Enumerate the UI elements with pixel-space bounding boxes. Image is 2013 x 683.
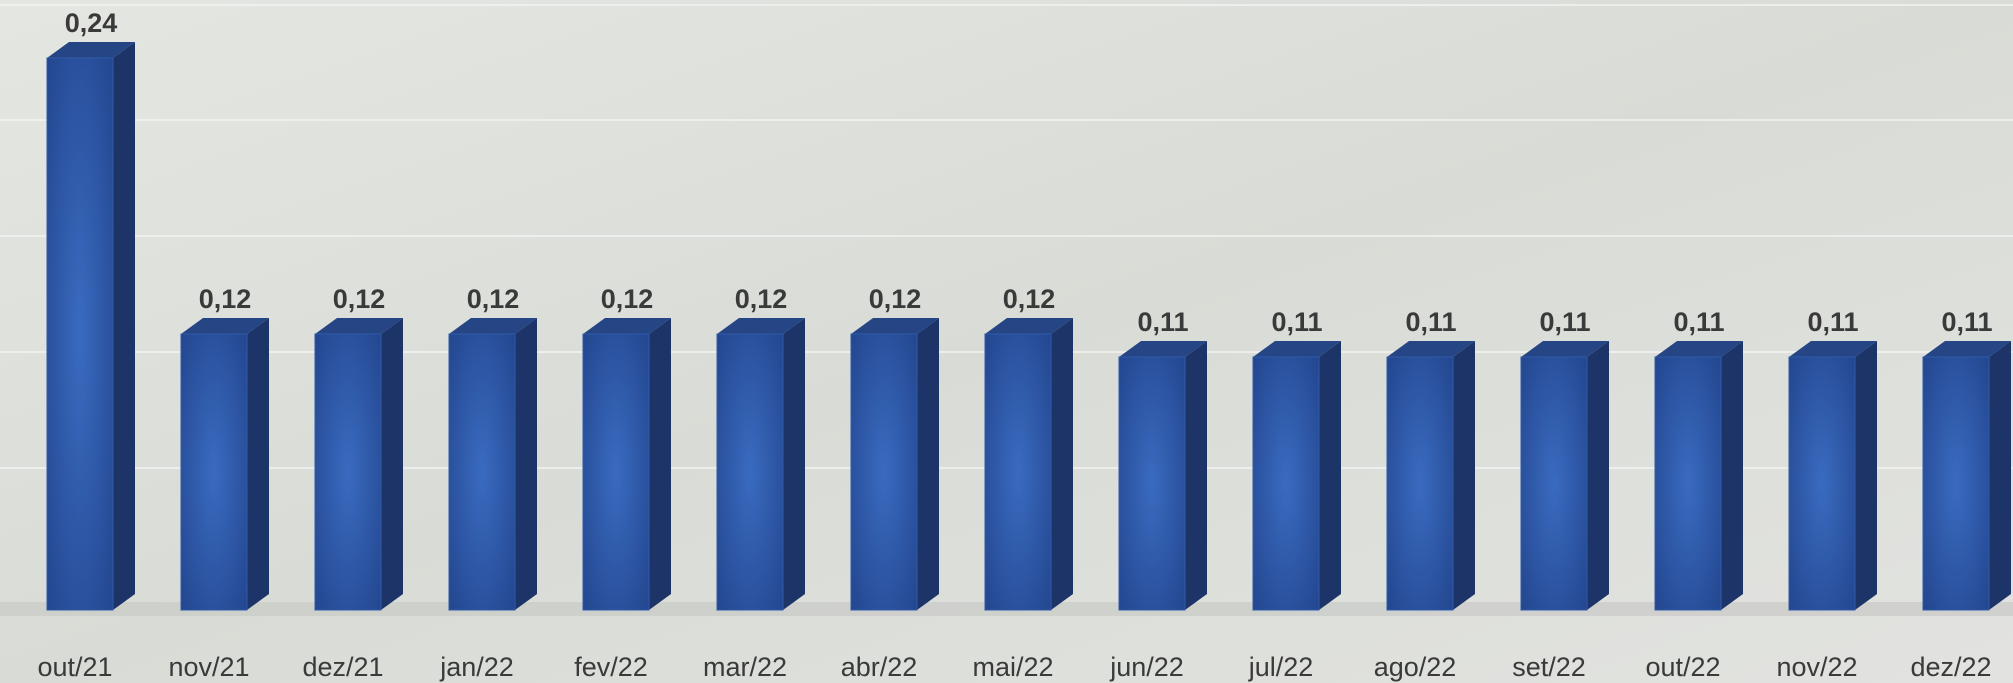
- bar-side: [1721, 341, 1743, 610]
- bar-side: [1319, 341, 1341, 610]
- bar-side: [1453, 341, 1475, 610]
- bar-side: [247, 318, 269, 610]
- x-tick-label: fev/22: [574, 652, 648, 682]
- x-tick-label: out/21: [37, 652, 112, 682]
- value-label: 0,12: [601, 284, 654, 314]
- x-tick-label: jun/22: [1109, 652, 1184, 682]
- x-tick-label: out/22: [1645, 652, 1720, 682]
- x-tick-label: jul/22: [1248, 652, 1314, 682]
- value-label: 0,11: [1137, 307, 1188, 337]
- bar: [717, 334, 783, 610]
- x-tick-label: dez/21: [302, 652, 383, 682]
- x-tick-label: ago/22: [1374, 652, 1457, 682]
- value-label: 0,12: [1003, 284, 1056, 314]
- bar: [1521, 357, 1587, 610]
- value-label: 0,11: [1941, 307, 1992, 337]
- bar: [1253, 357, 1319, 610]
- bar-side: [1855, 341, 1877, 610]
- bar: [315, 334, 381, 610]
- chart: 0,24 out/21 0,12 nov/21 0,12 dez/21 0,12 jan/22…: [0, 0, 2013, 683]
- value-label: 0,12: [467, 284, 520, 314]
- value-label: 0,12: [735, 284, 788, 314]
- x-tick-label: nov/21: [168, 652, 249, 682]
- bar-side: [917, 318, 939, 610]
- value-label: 0,11: [1539, 307, 1590, 337]
- bar: [1387, 357, 1453, 610]
- x-tick-label: dez/22: [1910, 652, 1991, 682]
- bar: [583, 334, 649, 610]
- bar: [47, 58, 113, 610]
- bar-side: [113, 42, 135, 610]
- value-label: 0,11: [1405, 307, 1456, 337]
- bar: [1789, 357, 1855, 610]
- bar-side: [1185, 341, 1207, 610]
- x-tick-label: set/22: [1512, 652, 1586, 682]
- value-label: 0,11: [1673, 307, 1724, 337]
- x-tick-label: jan/22: [439, 652, 514, 682]
- bar: [985, 334, 1051, 610]
- value-label: 0,12: [199, 284, 252, 314]
- value-label: 0,12: [869, 284, 922, 314]
- value-label: 0,12: [333, 284, 386, 314]
- bar: [1923, 357, 1989, 610]
- bar-side: [381, 318, 403, 610]
- bar-side: [515, 318, 537, 610]
- bar-side: [649, 318, 671, 610]
- bar: [1119, 357, 1185, 610]
- x-tick-label: mar/22: [703, 652, 787, 682]
- bar-side: [1989, 341, 2011, 610]
- value-label: 0,11: [1807, 307, 1858, 337]
- bar-side: [783, 318, 805, 610]
- bar: [449, 334, 515, 610]
- value-label: 0,11: [1271, 307, 1322, 337]
- x-tick-label: nov/22: [1776, 652, 1857, 682]
- value-label: 0,24: [65, 8, 118, 38]
- bar-side: [1051, 318, 1073, 610]
- x-tick-label: mai/22: [972, 652, 1053, 682]
- bar: [181, 334, 247, 610]
- x-tick-label: abr/22: [841, 652, 918, 682]
- bar: [851, 334, 917, 610]
- bar: [1655, 357, 1721, 610]
- bar-side: [1587, 341, 1609, 610]
